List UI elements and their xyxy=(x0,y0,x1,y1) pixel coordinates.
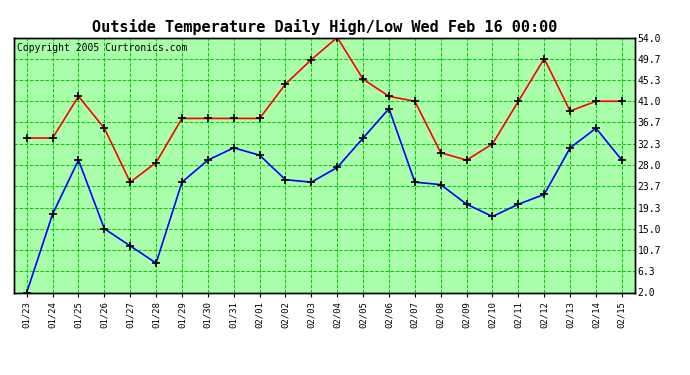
Text: Copyright 2005 Curtronics.com: Copyright 2005 Curtronics.com xyxy=(17,43,187,52)
Title: Outside Temperature Daily High/Low Wed Feb 16 00:00: Outside Temperature Daily High/Low Wed F… xyxy=(92,19,557,35)
